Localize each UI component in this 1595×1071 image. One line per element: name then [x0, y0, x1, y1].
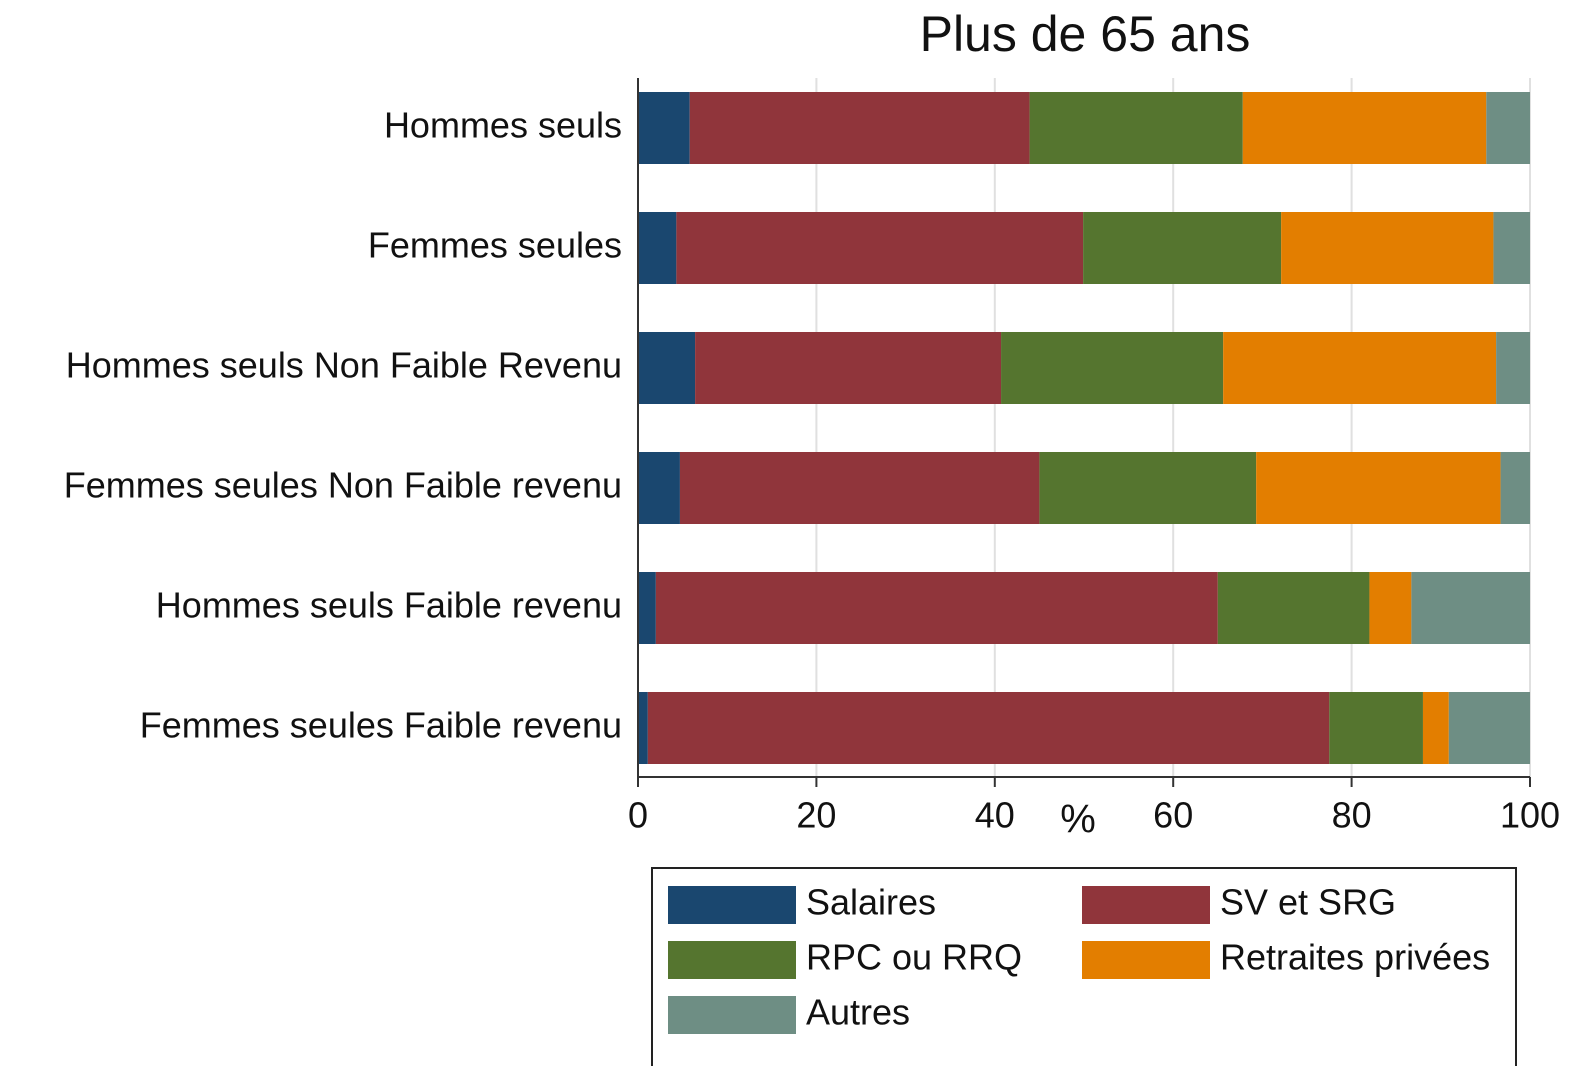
y-tick-label: Femmes seules	[368, 225, 622, 266]
x-tick-label: 100	[1500, 795, 1560, 836]
x-axis-label: %	[1060, 798, 1096, 842]
bar-segment	[1369, 572, 1412, 644]
bar-segment	[1500, 452, 1530, 524]
legend-swatch	[668, 886, 796, 924]
y-tick-label: Hommes seuls	[384, 105, 622, 146]
bar-segment	[676, 212, 1084, 284]
bar-segment	[1001, 332, 1224, 404]
bar-segment	[1223, 332, 1497, 404]
bar-segment	[1411, 572, 1530, 644]
bar-segment	[638, 572, 656, 644]
bar-segment	[679, 452, 1040, 524]
legend-swatch	[1082, 886, 1210, 924]
bar-segment	[638, 212, 677, 284]
bar-segment	[695, 332, 1002, 404]
x-tick-label: 80	[1332, 795, 1372, 836]
y-tick-label: Hommes seuls Faible revenu	[156, 585, 622, 626]
legend-label: Retraites privées	[1220, 937, 1490, 978]
bar-segment	[1256, 452, 1501, 524]
x-tick-label: 20	[796, 795, 836, 836]
y-tick-label: Femmes seules Non Faible revenu	[64, 465, 622, 506]
bar-segment	[1217, 572, 1370, 644]
x-tick-label: 0	[628, 795, 648, 836]
bar-segment	[638, 92, 690, 164]
y-tick-label: Femmes seules Faible revenu	[140, 705, 622, 746]
bar-segment	[1448, 692, 1530, 764]
bar-segment	[1496, 332, 1530, 404]
x-tick-label: 60	[1153, 795, 1193, 836]
legend-swatch	[1082, 941, 1210, 979]
bar-segment	[1083, 212, 1282, 284]
bar-segment	[655, 572, 1218, 644]
bar-segment	[638, 332, 696, 404]
bar-segment	[638, 452, 680, 524]
x-tick-label: 40	[975, 795, 1015, 836]
bar-segment	[638, 692, 648, 764]
bar-segment	[647, 692, 1330, 764]
bar-segment	[1039, 452, 1257, 524]
legend-box	[651, 867, 1517, 1071]
bar-segment	[1029, 92, 1243, 164]
legend-swatch	[668, 996, 796, 1034]
bar-segment	[1486, 92, 1530, 164]
legend-label: SV et SRG	[1220, 882, 1396, 923]
bar-segment	[1281, 212, 1494, 284]
bar-segment	[1242, 92, 1487, 164]
y-tick-label: Hommes seuls Non Faible Revenu	[66, 345, 622, 386]
chart-title: Plus de 65 ans	[920, 6, 1251, 62]
legend-label: RPC ou RRQ	[806, 937, 1022, 978]
bar-segment	[689, 92, 1030, 164]
bar-segment	[1329, 692, 1423, 764]
bar-segment	[1422, 692, 1449, 764]
legend-label: Salaires	[806, 882, 936, 923]
legend-swatch	[668, 941, 796, 979]
bar-segment	[1493, 212, 1530, 284]
legend-label: Autres	[806, 992, 910, 1033]
